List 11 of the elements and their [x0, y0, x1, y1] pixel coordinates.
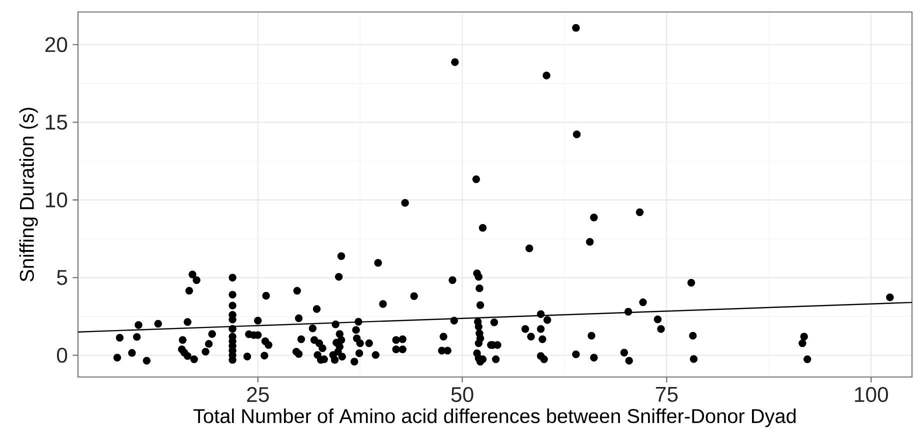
x-tick-label: 50	[451, 387, 474, 402]
y-axis-title: Sniffing Duration (s)	[19, 108, 38, 282]
x-tick-label: 75	[656, 387, 678, 402]
y-tick-label: 0	[56, 348, 68, 363]
y-tick-label: 20	[45, 37, 68, 52]
y-tick-label: 5	[57, 270, 68, 286]
x-tick-label: 100	[855, 387, 888, 402]
y-tick-label: 15	[46, 114, 68, 130]
y-tick-label: 10	[46, 192, 68, 208]
x-axis-title: Total Number of Amino acid differences between Sniffer-Donor Dyad	[193, 408, 796, 428]
x-tick-label: 25	[247, 387, 269, 402]
